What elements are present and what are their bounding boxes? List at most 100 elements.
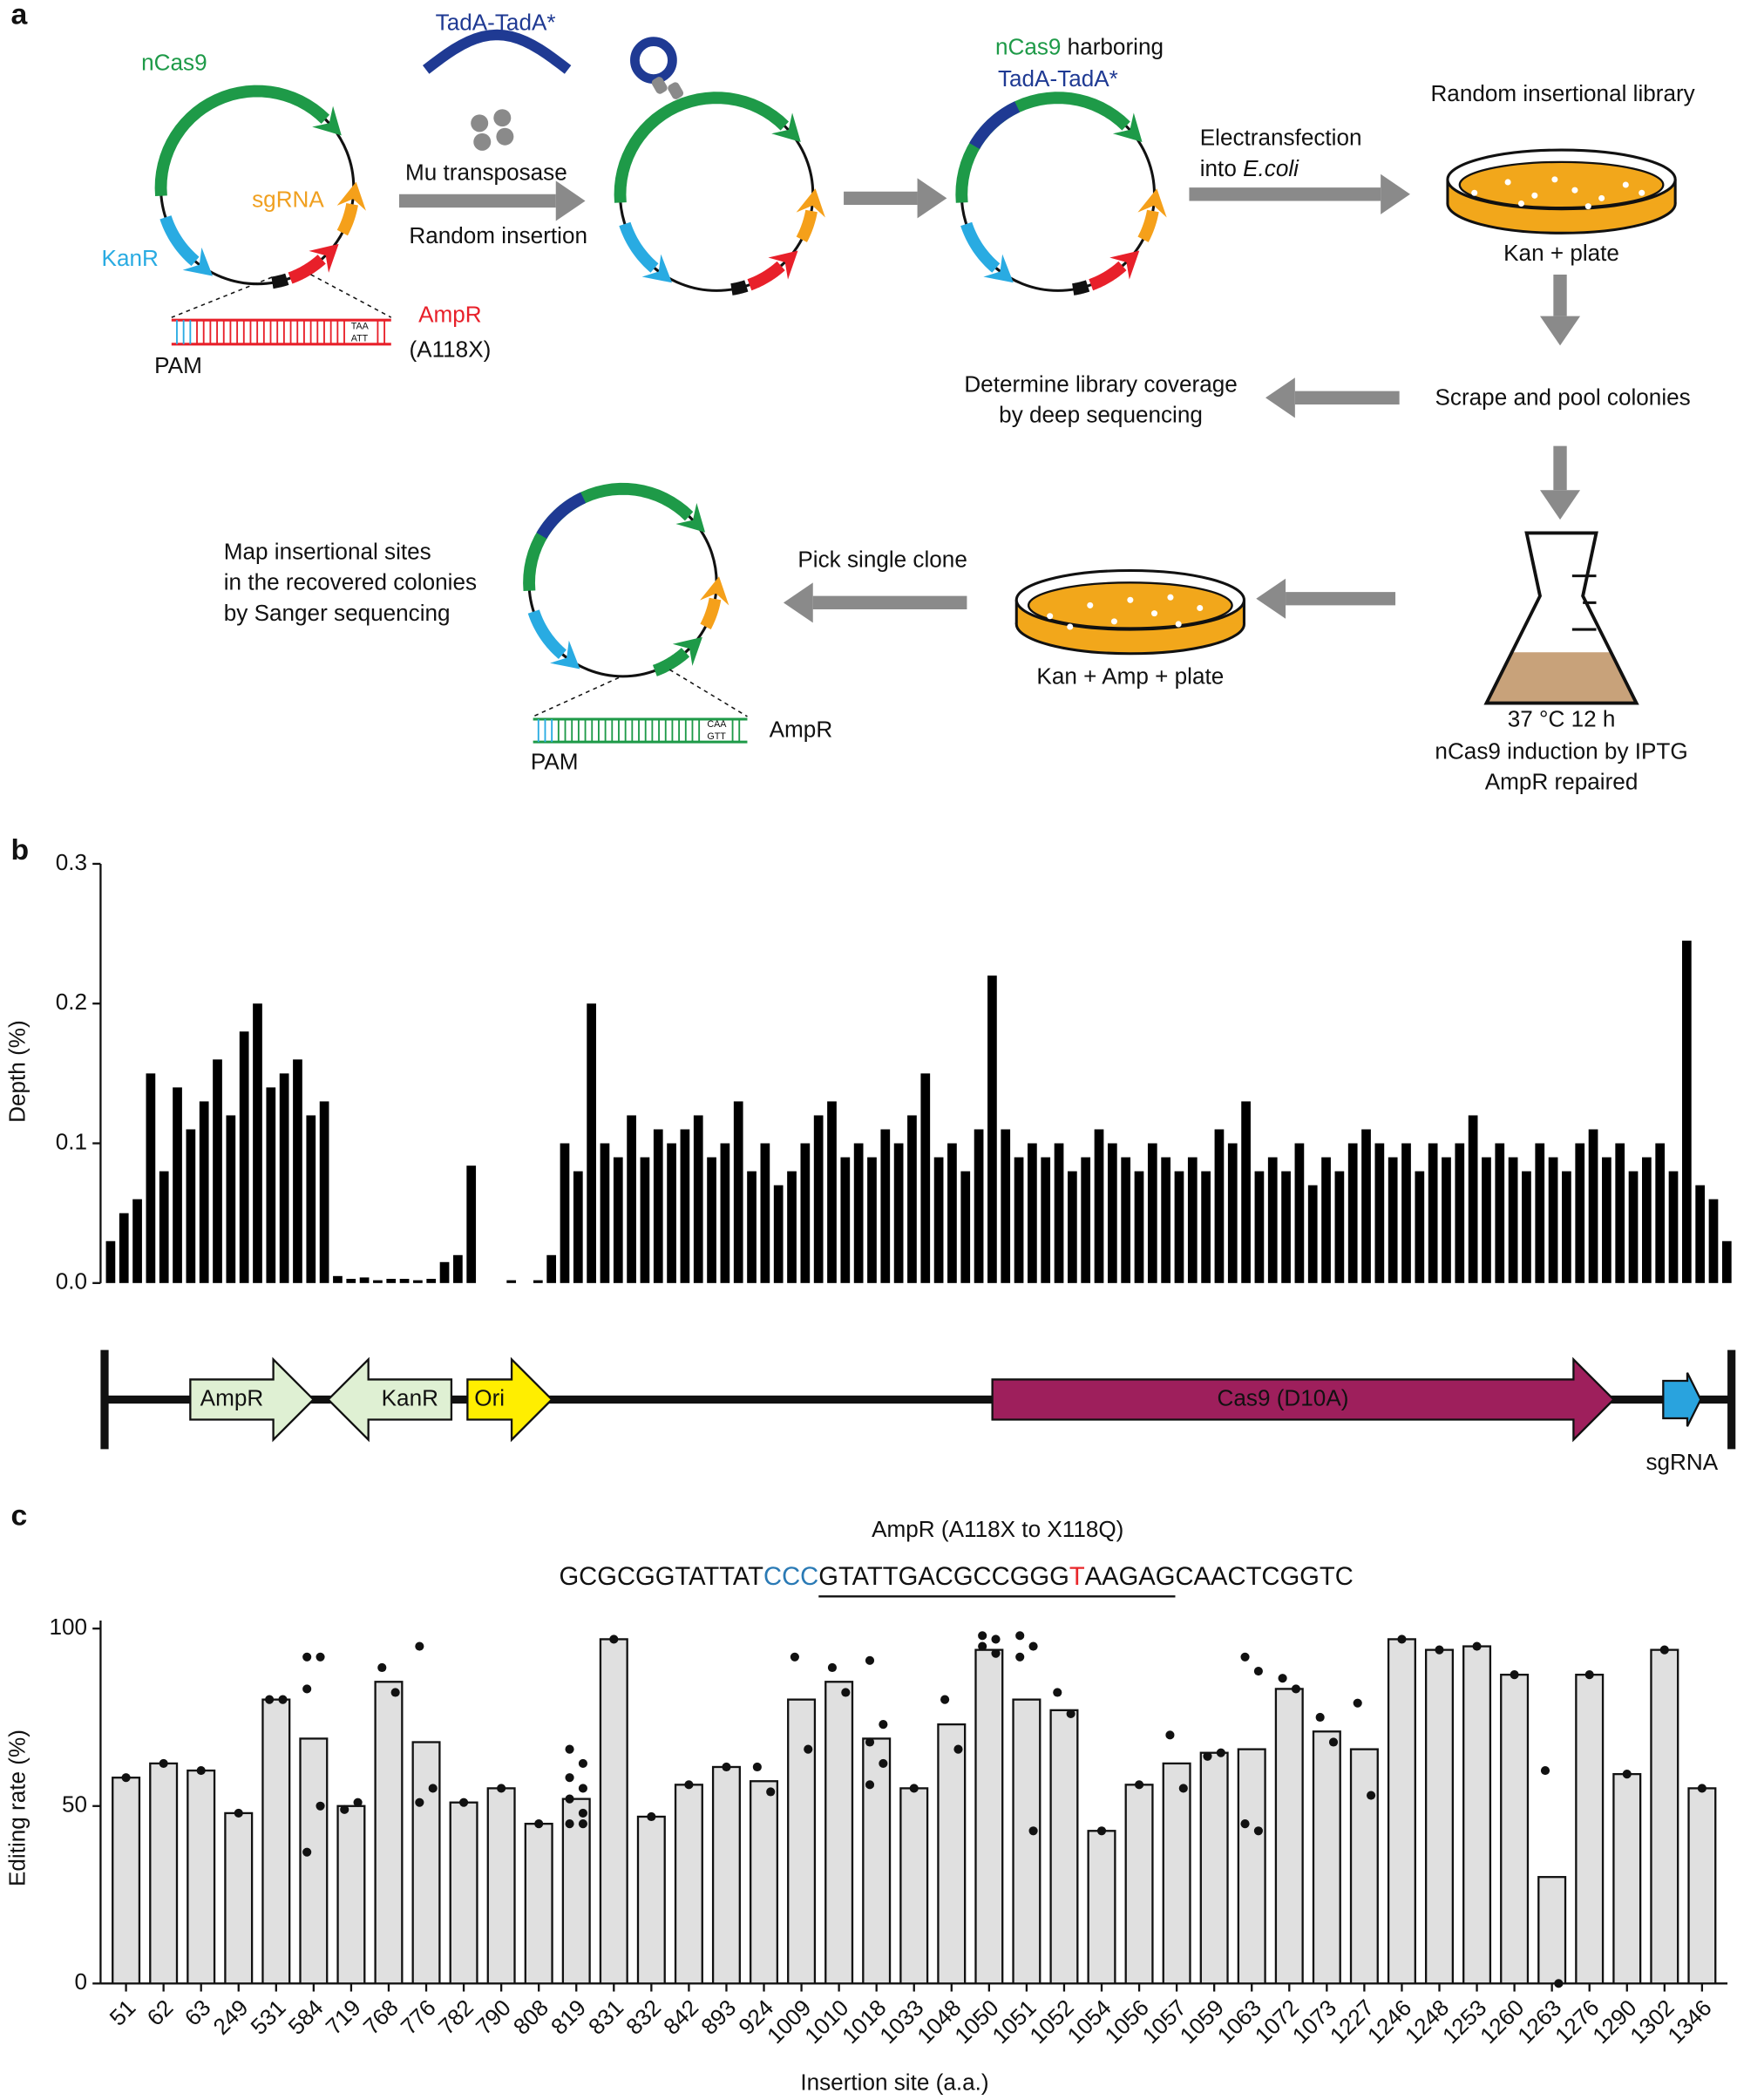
label: KanR <box>102 245 159 271</box>
depth-bar <box>1307 1185 1318 1283</box>
replicate-point <box>978 1631 987 1641</box>
gene-feature <box>1662 1372 1702 1427</box>
plate <box>1458 160 1665 209</box>
replicate-point <box>428 1784 438 1793</box>
replicate-point <box>1096 1826 1107 1836</box>
colony <box>1197 604 1204 612</box>
depth-bar <box>880 1129 891 1283</box>
depth-bar <box>146 1073 156 1283</box>
x-tick-label: 819 <box>546 1995 591 2040</box>
replicate-point <box>196 1765 206 1776</box>
depth-bar <box>213 1059 222 1283</box>
depth-bar <box>1588 1129 1598 1283</box>
process-arrowhead <box>555 180 586 221</box>
replicate-point <box>879 1758 888 1768</box>
label: sgRNA <box>252 186 324 212</box>
bar <box>1349 1748 1379 1985</box>
depth-bar <box>386 1279 397 1283</box>
label: Random insertion <box>409 222 587 248</box>
depth-bar <box>293 1059 302 1283</box>
replicate-point <box>1353 1698 1362 1708</box>
depth-bar <box>1334 1171 1345 1283</box>
label: PAM <box>154 352 202 378</box>
label: CAA <box>707 719 727 730</box>
depth-bar <box>1267 1157 1278 1283</box>
replicate-point <box>534 1819 544 1829</box>
colony <box>1127 596 1134 603</box>
depth-bar <box>266 1087 276 1283</box>
replicate-point <box>909 1784 919 1793</box>
replicate-point <box>1622 1770 1632 1779</box>
sequence-part: T <box>1069 1563 1085 1591</box>
depth-bar <box>1681 941 1692 1283</box>
replicate-point <box>415 1798 424 1807</box>
label: PAM <box>531 749 579 775</box>
colony <box>1110 618 1117 625</box>
depth-bar <box>760 1143 770 1283</box>
replicate-point <box>609 1634 619 1644</box>
replicate-point <box>1435 1645 1444 1655</box>
depth-bar <box>867 1157 877 1283</box>
label: AmpR repaired <box>1485 769 1639 795</box>
gene-label: Ori <box>474 1384 505 1410</box>
depth-bar <box>1442 1157 1451 1283</box>
replicate-point <box>1053 1688 1062 1697</box>
replicate-point <box>1397 1634 1407 1644</box>
depth-bar <box>1415 1171 1425 1283</box>
x-tick-label: 790 <box>471 1995 516 2040</box>
depth-bar <box>453 1254 463 1283</box>
depth-bar <box>186 1129 196 1283</box>
sequence-part: GCGCGGTATTAT <box>559 1563 763 1591</box>
bar <box>1500 1673 1530 1985</box>
bar <box>1199 1751 1229 1985</box>
depth-bar <box>827 1101 837 1283</box>
depth-bar <box>1121 1157 1131 1283</box>
x-tick-label: 832 <box>621 1995 666 2040</box>
label: by deep sequencing <box>999 402 1203 428</box>
plasmid-segment <box>700 597 722 630</box>
plasmid-arrowhead <box>675 503 706 533</box>
plasmid-arrowhead <box>550 640 580 669</box>
bar <box>1687 1787 1717 1985</box>
process-arrowhead <box>1539 316 1581 346</box>
depth-bar <box>1041 1157 1051 1283</box>
depth-bar <box>439 1261 450 1283</box>
replicate-point <box>1328 1737 1339 1747</box>
bar <box>449 1801 478 1985</box>
bar <box>787 1698 817 1985</box>
depth-bar <box>346 1279 356 1283</box>
label: Pick single clone <box>797 547 967 573</box>
depth-bar <box>947 1143 957 1283</box>
bar <box>899 1787 929 1985</box>
label: into E.coli <box>1200 155 1299 181</box>
label-part: E.coli <box>1243 155 1299 181</box>
replicate-point <box>790 1652 799 1662</box>
panel-label: b <box>10 833 29 867</box>
label: GTT <box>707 731 726 742</box>
depth-bar <box>173 1087 182 1283</box>
depth-bar <box>600 1143 610 1283</box>
label-part: nCas9 <box>995 33 1061 59</box>
replicate-point <box>1240 1652 1250 1662</box>
x-tick-label: 776 <box>396 1995 441 2040</box>
plasmid-segment <box>527 609 567 659</box>
plasmid-arrowhead <box>641 254 673 283</box>
replicate-point <box>1203 1751 1212 1761</box>
process-arrowhead <box>1381 173 1410 214</box>
replicate-point <box>415 1641 424 1651</box>
replicate-point <box>459 1798 469 1807</box>
label: Determine library coverage <box>964 370 1237 397</box>
colony <box>1175 621 1182 628</box>
depth-bar <box>413 1280 423 1283</box>
depth-bar <box>319 1101 329 1283</box>
depth-bar <box>1347 1143 1358 1283</box>
zoom-line <box>668 669 748 717</box>
depth-bar <box>359 1277 370 1283</box>
plasmid-segment <box>288 255 326 284</box>
bar <box>1049 1709 1079 1985</box>
depth-bar <box>1668 1171 1679 1283</box>
depth-bar <box>1628 1171 1639 1283</box>
replicate-point <box>1540 1765 1550 1776</box>
depth-bar <box>1187 1157 1198 1283</box>
